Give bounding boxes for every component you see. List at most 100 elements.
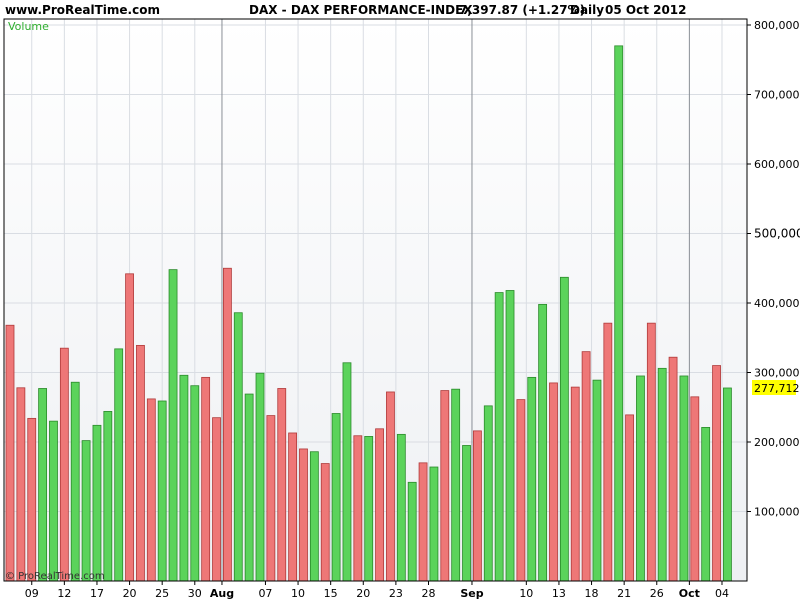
y-tick-label: 300,000 [754, 367, 800, 380]
x-tick-label: 18 [585, 587, 599, 600]
volume-bar-up [81, 440, 91, 582]
volume-bar-up [657, 367, 667, 582]
volume-bar-up [505, 290, 515, 582]
y-tick-label: 400,000 [754, 297, 800, 310]
x-tick-label: 12 [57, 587, 71, 600]
volume-bar-down [201, 376, 211, 582]
x-tick-label: 09 [25, 587, 39, 600]
volume-bar-down [277, 388, 287, 582]
volume-bar-up [309, 451, 319, 582]
instrument-title: DAX - DAX PERFORMANCE-INDEX [249, 3, 473, 17]
volume-bar-down [440, 390, 450, 582]
volume-bar-down [581, 351, 591, 582]
volume-bar-up [494, 292, 504, 582]
x-tick-label: 20 [356, 587, 370, 600]
x-tick-label: 28 [421, 587, 435, 600]
volume-bar-down [27, 417, 37, 582]
volume-bar-up [396, 433, 406, 582]
volume-bar-down [690, 396, 700, 582]
volume-bar-up [538, 303, 548, 582]
volume-bar-up [331, 413, 341, 582]
y-tick-label: 700,000 [754, 89, 800, 102]
date-label: 05 Oct 2012 [605, 3, 687, 17]
volume-bar-up [679, 375, 689, 582]
x-tick-label: 10 [291, 587, 305, 600]
x-tick-label: 10 [519, 587, 533, 600]
x-tick-label: 30 [188, 587, 202, 600]
volume-bar-up [38, 388, 48, 582]
volume-bar-down [418, 462, 428, 582]
volume-bar-down [646, 322, 656, 582]
x-tick-label: 23 [389, 587, 403, 600]
y-tick-label: 200,000 [754, 436, 800, 449]
volume-bar-down [668, 356, 678, 582]
x-tick-label: 07 [258, 587, 272, 600]
volume-bar-up [49, 420, 58, 582]
y-tick-label: 500,000 [754, 227, 800, 241]
x-tick-label: 25 [155, 587, 169, 600]
volume-bar-down [266, 415, 276, 582]
volume-bar-down [146, 398, 156, 582]
x-tick-label: 20 [123, 587, 137, 600]
volume-bar-up [701, 426, 711, 582]
volume-bar-up [244, 393, 254, 582]
volume-bar-down [375, 428, 384, 582]
volume-bar-down [136, 344, 145, 582]
volume-bar-down [299, 448, 308, 582]
volume-bar-up [255, 372, 265, 582]
x-tick-label: 17 [90, 587, 104, 600]
volume-bar-up [233, 312, 243, 582]
x-tick-label: Sep [460, 587, 483, 600]
x-tick-label: 13 [552, 587, 566, 600]
volume-bar-down [16, 387, 26, 582]
last-value-label: 277,712 [754, 382, 800, 395]
volume-bar-up [342, 362, 352, 582]
volume-bar-down [222, 267, 232, 582]
y-axis: 100,000 200,000 300,000 400,000 500,000 600,0… [747, 19, 800, 519]
period-label: Daily [570, 3, 604, 17]
volume-bar-up [179, 374, 189, 582]
x-tick-label: Oct [679, 587, 700, 600]
volume-bar-up [103, 411, 113, 582]
volume-bar-down [603, 322, 613, 582]
x-tick-label: 15 [324, 587, 338, 600]
volume-bar-up [451, 388, 461, 582]
volume-bar-down [516, 399, 526, 582]
volume-bar-down [320, 463, 330, 582]
volume-bar-up [407, 481, 417, 582]
header-bar [0, 0, 800, 18]
x-tick-label: 04 [715, 587, 729, 600]
volume-bar-down [570, 386, 580, 582]
volume-bar-down [386, 391, 395, 582]
volume-bar-up [429, 466, 439, 582]
volume-bar-up [723, 387, 732, 582]
y-tick-label: 100,000 [754, 506, 800, 519]
x-tick-label: 26 [650, 587, 664, 600]
x-tick-label: 21 [617, 587, 631, 600]
volume-bar-down [353, 435, 363, 582]
volume-bar-up [559, 276, 569, 582]
volume-bar-up [168, 269, 178, 582]
volume-bar-up [157, 400, 167, 582]
volume-bar-down [59, 347, 69, 582]
last-value-badge: 277,712 [752, 380, 800, 395]
volume-bar-up [636, 375, 645, 582]
volume-bar-up [462, 445, 471, 582]
volume-bar-down [625, 414, 634, 582]
volume-bar-down [125, 273, 134, 582]
last-value-box [752, 380, 796, 395]
volume-bar-up [190, 385, 200, 582]
x-axis: 09 12 17 20 25 30 Aug 07 10 15 20 23 28 Sep 10 13 18 21 26… [25, 581, 729, 600]
volume-bar-up [614, 45, 624, 582]
site-title[interactable]: www.ProRealTime.com [5, 3, 160, 17]
quote-value: 7,397.87 (+1.27%) [459, 3, 585, 17]
volume-bar-up [114, 348, 124, 582]
watermark: © ProRealTime.com [5, 571, 105, 582]
volume-bar-down [212, 417, 221, 582]
volume-bar-up [92, 424, 102, 582]
volume-bar-down [473, 430, 482, 582]
volume-bar-down [712, 365, 721, 582]
volume-bar-up [483, 405, 493, 582]
volume-bars [5, 45, 732, 582]
